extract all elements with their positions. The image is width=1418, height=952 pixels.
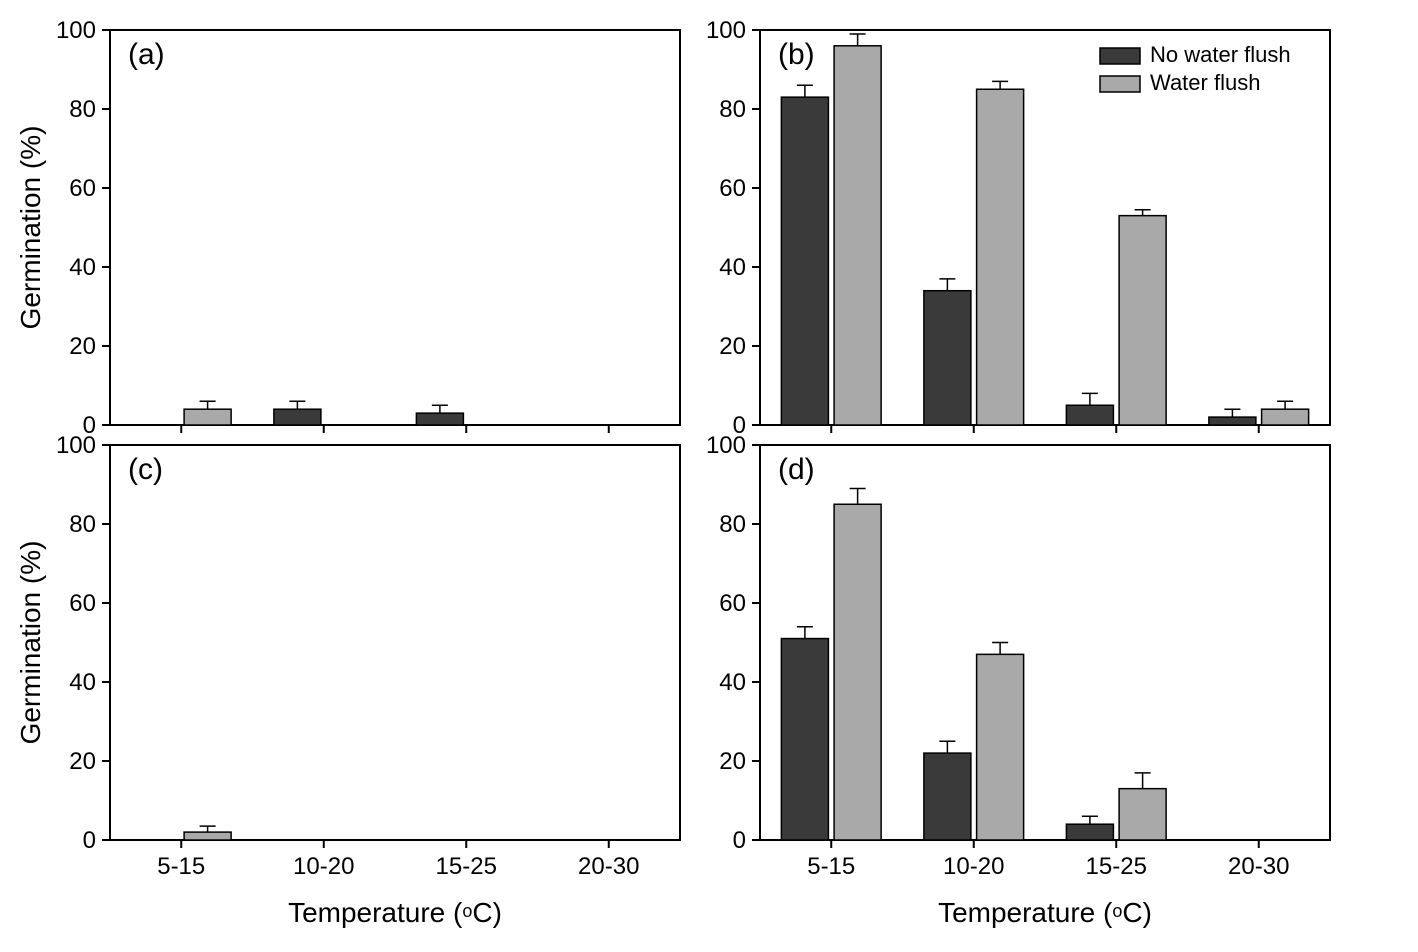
bar-no-flush — [1066, 824, 1113, 840]
bar-flush — [184, 409, 231, 425]
x-tick-label: 20-30 — [1228, 853, 1289, 880]
y-tick-label: 20 — [719, 333, 746, 360]
chart-svg: 0 20 40 60 80 100 (a) 0 20 40 60 80 100 (b) No water f… — [0, 0, 1418, 947]
y-tick-label: 100 — [706, 432, 746, 459]
legend-label: No water flush — [1150, 42, 1291, 67]
x-tick-label: 15-25 — [436, 853, 497, 880]
figure-root: 0 20 40 60 80 100 (a) 0 20 40 60 80 100 (b) No water f… — [0, 0, 1418, 947]
bar-no-flush — [781, 639, 828, 840]
y-tick-label: 60 — [69, 590, 96, 617]
x-tick-label: 5-15 — [157, 853, 205, 880]
y-axis-title: Germination (%) — [15, 126, 46, 330]
legend-swatch — [1100, 48, 1140, 64]
bar-flush — [834, 46, 881, 425]
y-tick-label: 100 — [56, 17, 96, 44]
y-tick-label: 60 — [719, 175, 746, 202]
panel-label: (d) — [778, 453, 815, 486]
bar-flush — [834, 504, 881, 840]
x-tick-label: 20-30 — [578, 853, 639, 880]
bar-flush — [184, 832, 231, 840]
x-tick-label: 10-20 — [293, 853, 354, 880]
bar-no-flush — [924, 753, 971, 840]
panel-label: (b) — [778, 38, 815, 71]
bar-flush — [977, 654, 1024, 840]
panel-d: 0 20 40 60 80 100 5-15 10-20 15-25 20-30 (d) — [706, 432, 1330, 880]
x-axis-title: Temperature (oC) — [288, 897, 502, 928]
bar-flush — [977, 89, 1024, 425]
legend-label: Water flush — [1150, 70, 1260, 95]
plot-frame — [110, 445, 680, 840]
y-tick-label: 60 — [69, 175, 96, 202]
y-tick-label: 20 — [69, 748, 96, 775]
y-tick-label: 80 — [719, 96, 746, 123]
bar-no-flush — [1209, 417, 1256, 425]
bar-flush — [1262, 409, 1309, 425]
bar-no-flush — [924, 291, 971, 425]
bar-flush — [1119, 789, 1166, 840]
bar-no-flush — [781, 97, 828, 425]
y-tick-label: 40 — [69, 669, 96, 696]
plot-frame — [110, 30, 680, 425]
panel-b: 020406080100(b)No water flushWater flush — [706, 17, 1330, 439]
y-tick-label: 20 — [69, 333, 96, 360]
x-tick-label: 15-25 — [1086, 853, 1147, 880]
bar-no-flush — [416, 413, 463, 425]
panel-label: (a) — [128, 38, 165, 71]
y-tick-label: 0 — [733, 827, 746, 854]
legend-swatch — [1100, 76, 1140, 92]
panel-a: 020406080100(a) — [56, 17, 680, 439]
bar-flush — [1119, 216, 1166, 425]
y-tick-label: 40 — [69, 254, 96, 281]
y-tick-label: 60 — [719, 590, 746, 617]
y-tick-label: 20 — [719, 748, 746, 775]
y-tick-label: 40 — [719, 254, 746, 281]
panel-c: 0 20 40 60 80 100 5-15 10-20 15-25 20-30 (c) — [56, 432, 680, 880]
y-tick-label: 80 — [69, 96, 96, 123]
y-tick-label: 80 — [69, 511, 96, 538]
y-axis-title: Germination (%) — [15, 541, 46, 745]
y-tick-label: 40 — [719, 669, 746, 696]
legend: No water flush Water flush — [1100, 42, 1291, 95]
x-axis-title: Temperature (oC) — [938, 897, 1152, 928]
y-tick-label: 80 — [719, 511, 746, 538]
x-tick-label: 5-15 — [807, 853, 855, 880]
x-tick-label: 10-20 — [943, 853, 1004, 880]
y-tick-label: 100 — [706, 17, 746, 44]
y-tick-label: 100 — [56, 432, 96, 459]
bar-no-flush — [1066, 405, 1113, 425]
y-tick-label: 0 — [83, 827, 96, 854]
bar-no-flush — [274, 409, 321, 425]
panel-label: (c) — [128, 453, 163, 486]
